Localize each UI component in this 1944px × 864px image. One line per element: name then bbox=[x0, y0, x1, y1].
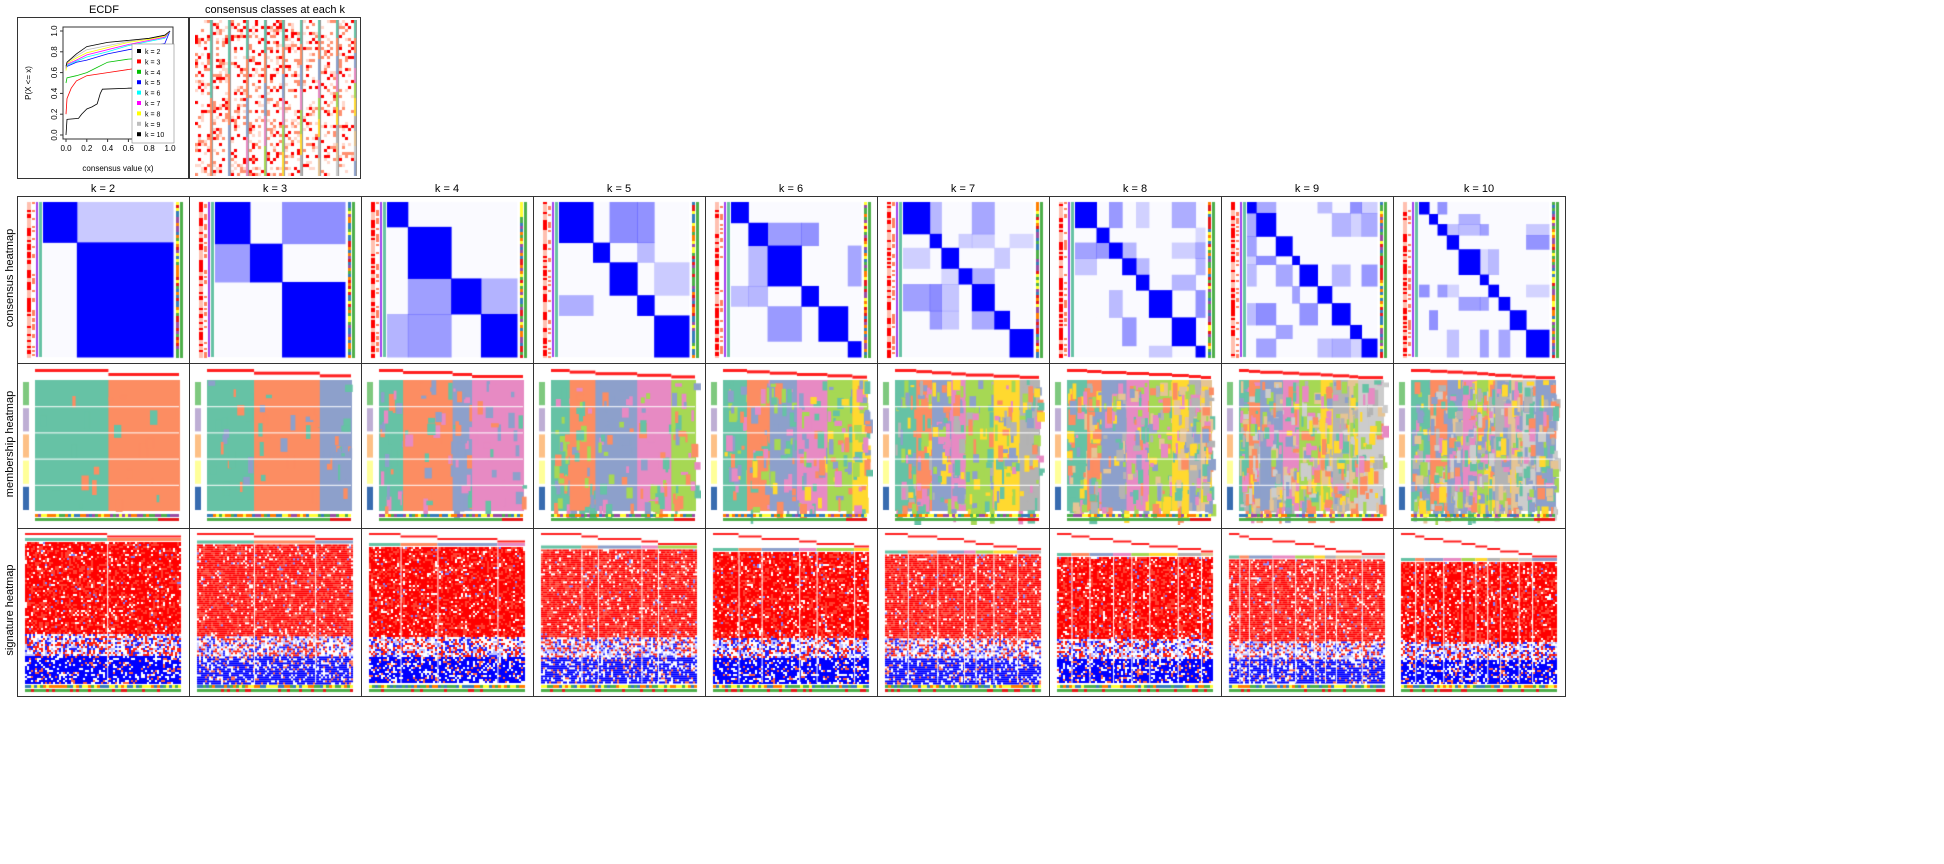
consensus-heatmap-k7 bbox=[881, 199, 1045, 360]
legend-label: k = 7 bbox=[145, 101, 160, 108]
row-label-membership: membership heatmap bbox=[4, 390, 16, 498]
consensus-heatmap-k6 bbox=[709, 199, 873, 360]
membership-heatmap-k5 bbox=[537, 366, 701, 525]
x-tick-label: 1.0 bbox=[164, 144, 176, 153]
legend-label: k = 8 bbox=[145, 111, 160, 118]
ecdf-panel bbox=[17, 17, 189, 179]
membership-heatmap-k2 bbox=[21, 366, 185, 525]
x-tick-label: 0.6 bbox=[123, 144, 135, 153]
column-label-k7: k = 7 bbox=[950, 183, 976, 195]
legend-swatch bbox=[137, 69, 141, 74]
legend-swatch bbox=[137, 90, 141, 95]
ecdf-line-k8 bbox=[65, 30, 171, 71]
row-label-signature: signature heatmap bbox=[4, 564, 16, 656]
column-label-k6: k = 6 bbox=[778, 183, 804, 195]
membership-heatmap-k9 bbox=[1225, 366, 1389, 525]
legend-label: k = 2 bbox=[145, 49, 160, 56]
signature-heatmap-k5 bbox=[537, 531, 701, 693]
signature-heatmap-k3 bbox=[193, 531, 357, 693]
consensus-heatmap-k5 bbox=[537, 199, 701, 360]
column-label-k5: k = 5 bbox=[606, 183, 632, 195]
legend-swatch bbox=[137, 121, 141, 126]
legend-label: k = 9 bbox=[145, 122, 160, 129]
signature-heatmap-k8 bbox=[1053, 531, 1217, 693]
column-label-k8: k = 8 bbox=[1122, 183, 1148, 195]
column-label-k3: k = 3 bbox=[262, 183, 288, 195]
ecdf-plot: 0.0 0.2 0.4 0.6 0.8 1.0 0.0 0.2 0.4 0.6 0.8 1.0 cons… bbox=[24, 25, 176, 173]
ecdf-line-k7 bbox=[65, 30, 171, 69]
x-tick-label: 0.8 bbox=[144, 144, 156, 153]
x-tick-label: 0.2 bbox=[81, 144, 93, 153]
y-tick-label: 0.4 bbox=[50, 87, 59, 99]
row-label-consensus: consensus heatmap bbox=[4, 228, 16, 328]
y-tick-label: 0.6 bbox=[50, 66, 59, 78]
signature-panel-k10 bbox=[1393, 528, 1566, 697]
membership-heatmap-k8 bbox=[1053, 366, 1217, 525]
legend-label: k = 3 bbox=[145, 59, 160, 66]
membership-heatmap-k4 bbox=[365, 366, 529, 525]
consensus-heatmap-k9 bbox=[1225, 199, 1389, 360]
consensus-heatmap-k10 bbox=[1397, 199, 1561, 360]
consensus-classes-heatmap bbox=[195, 20, 357, 176]
legend-label: k = 4 bbox=[145, 70, 160, 77]
x-tick-label: 0.4 bbox=[102, 144, 114, 153]
column-label-k2: k = 2 bbox=[90, 183, 116, 195]
signature-heatmap-k7 bbox=[881, 531, 1045, 693]
ecdf-line-k2 bbox=[65, 86, 171, 136]
legend-swatch bbox=[137, 132, 141, 137]
membership-heatmap-k10 bbox=[1397, 366, 1561, 525]
y-axis-label: P(X <= x) bbox=[24, 66, 33, 100]
y-tick-label: 0.2 bbox=[50, 108, 59, 120]
x-tick-label: 0.0 bbox=[60, 144, 72, 153]
ecdf-line-k10 bbox=[65, 30, 171, 67]
consensus-classes-panel bbox=[189, 17, 361, 179]
consensus-heatmap-k8 bbox=[1053, 199, 1217, 360]
column-label-k10: k = 10 bbox=[1463, 183, 1495, 195]
consensus-classes-title: consensus classes at each k bbox=[204, 4, 346, 16]
ecdf-line-k6 bbox=[65, 30, 171, 69]
y-tick-label: 1.0 bbox=[50, 25, 59, 37]
legend-label: k = 6 bbox=[145, 91, 160, 98]
signature-heatmap-k2 bbox=[21, 531, 185, 693]
consensus-heatmap-k2 bbox=[21, 199, 185, 360]
legend-swatch bbox=[137, 49, 141, 53]
membership-heatmap-k6 bbox=[709, 366, 873, 525]
signature-heatmap-k4 bbox=[365, 531, 529, 693]
membership-heatmap-k7 bbox=[881, 366, 1045, 525]
membership-heatmap-k3 bbox=[193, 366, 357, 525]
legend-swatch bbox=[137, 111, 141, 116]
legend-swatch bbox=[137, 59, 141, 64]
legend-label: k = 10 bbox=[145, 132, 164, 139]
consensus-heatmap-k4 bbox=[365, 199, 529, 360]
column-label-k4: k = 4 bbox=[434, 183, 460, 195]
signature-heatmap-k9 bbox=[1225, 531, 1389, 693]
x-axis-label: consensus value (x) bbox=[82, 164, 153, 173]
y-tick-label: 0.0 bbox=[50, 129, 59, 141]
legend-swatch bbox=[137, 80, 141, 85]
signature-heatmap-k10 bbox=[1397, 531, 1561, 693]
ecdf-title: ECDF bbox=[89, 4, 119, 16]
legend-swatch bbox=[137, 101, 141, 105]
consensus-heatmap-k3 bbox=[193, 199, 357, 360]
column-label-k9: k = 9 bbox=[1294, 183, 1320, 195]
legend-label: k = 5 bbox=[145, 80, 160, 87]
y-tick-label: 0.8 bbox=[50, 46, 59, 58]
signature-heatmap-k6 bbox=[709, 531, 873, 693]
